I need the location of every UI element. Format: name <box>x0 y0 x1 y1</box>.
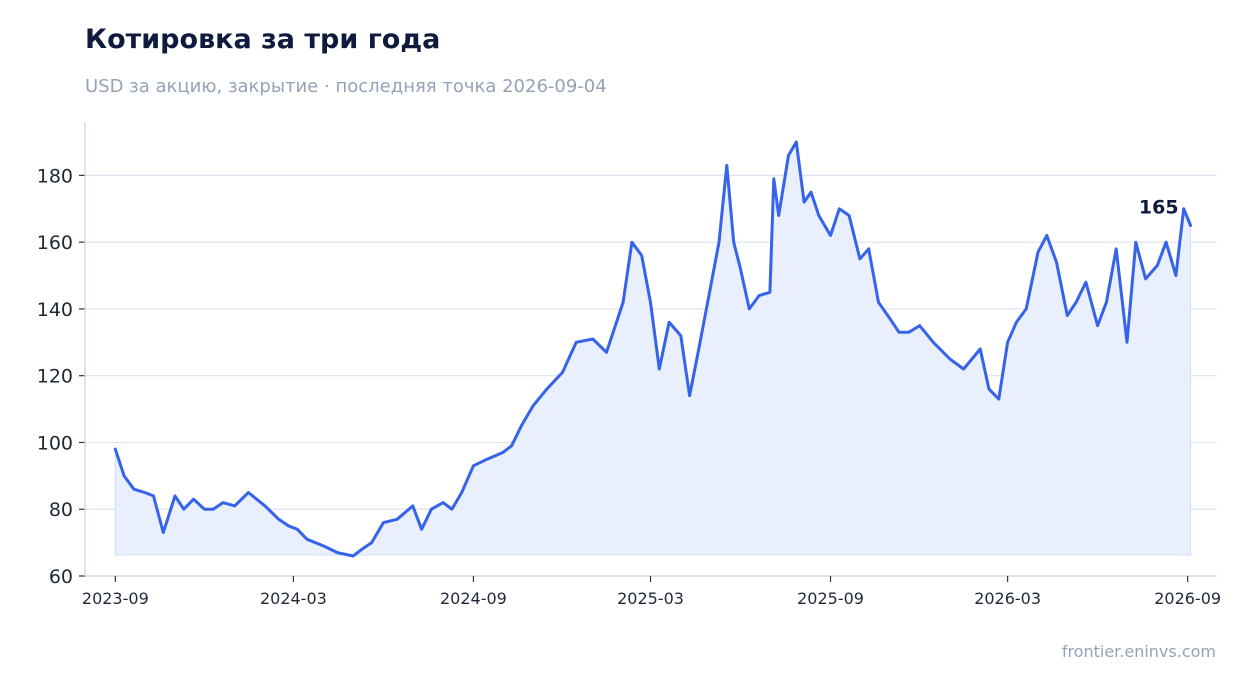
x-tick-label: 2024-09 <box>440 589 507 608</box>
series-line <box>113 140 1193 558</box>
y-tick-label: 80 <box>49 499 73 521</box>
x-tick-label: 2023-09 <box>82 589 149 608</box>
x-tick-label: 2026-03 <box>974 589 1041 608</box>
y-tick-label: 180 <box>37 165 73 187</box>
series-area <box>114 140 1192 557</box>
source-link[interactable]: frontier.eninvs.com <box>1061 642 1216 661</box>
x-tick-label: 2026-09 <box>1154 589 1221 608</box>
last-value-label: 165 <box>1139 196 1179 218</box>
y-tick-label: 60 <box>49 566 73 588</box>
y-tick-label: 100 <box>37 432 73 454</box>
x-tick-label: 2024-03 <box>260 589 327 608</box>
x-tick-label: 2025-03 <box>617 589 684 608</box>
y-tick-label: 140 <box>37 299 73 321</box>
y-tick-label: 160 <box>37 232 73 254</box>
chart-title: Котировка за три года <box>85 24 441 55</box>
chart-subtitle: USD за акцию, закрытие · последняя точка… <box>85 76 607 97</box>
x-tick-label: 2025-09 <box>797 589 864 608</box>
y-tick-label: 120 <box>37 366 73 388</box>
